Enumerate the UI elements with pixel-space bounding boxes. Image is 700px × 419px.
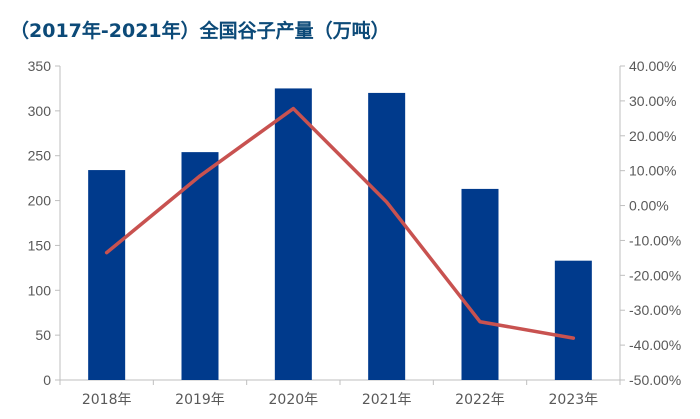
right-tick-label: -40.00% [629, 337, 681, 353]
line-point [385, 200, 389, 204]
bar [461, 188, 499, 380]
x-tick-label: 2019年 [175, 392, 225, 408]
left-tick-label: 50 [35, 327, 51, 343]
line-series [104, 106, 576, 340]
left-tick-label: 100 [28, 282, 52, 298]
growth-line [104, 106, 576, 340]
line-point [105, 251, 109, 255]
x-tick-label: 2021年 [362, 392, 412, 408]
bar [274, 88, 312, 380]
tick-labels: 0 50 100 150 200 250 300 350 40.00% 30.00% 20.00% 1… [28, 58, 682, 408]
line-point [291, 107, 295, 111]
x-tick-label: 2020年 [269, 392, 319, 408]
right-tick-label: 0.00% [629, 198, 669, 214]
right-tick-label: 30.00% [629, 93, 676, 109]
right-tick-label: -50.00% [629, 372, 681, 388]
bar [554, 260, 592, 380]
left-tick-label: 250 [28, 148, 52, 164]
x-tick-label: 2022年 [455, 392, 505, 408]
x-tick-label: 2023年 [549, 392, 599, 408]
left-tick-label: 150 [28, 237, 52, 253]
right-tick-label: 10.00% [629, 163, 676, 179]
bar-series [88, 88, 592, 381]
chart-title: （2017年-2021年）全国谷子产量（万吨） [10, 20, 390, 42]
right-tick-label: -20.00% [629, 267, 681, 283]
bar [368, 92, 406, 381]
right-tick-label: 20.00% [629, 128, 676, 144]
right-tick-label: -30.00% [629, 302, 681, 318]
line-point [198, 174, 202, 178]
bar [88, 170, 126, 380]
right-tick-label: -10.00% [629, 232, 681, 248]
bar [181, 152, 219, 380]
line-point [571, 336, 575, 340]
right-tick-label: 40.00% [629, 58, 676, 74]
left-tick-label: 0 [43, 372, 51, 388]
line-point [478, 320, 482, 324]
x-tick-label: 2018年 [82, 392, 132, 408]
left-tick-label: 350 [28, 58, 52, 74]
left-tick-label: 200 [28, 193, 52, 209]
left-tick-label: 300 [28, 103, 52, 119]
axes [55, 65, 625, 385]
